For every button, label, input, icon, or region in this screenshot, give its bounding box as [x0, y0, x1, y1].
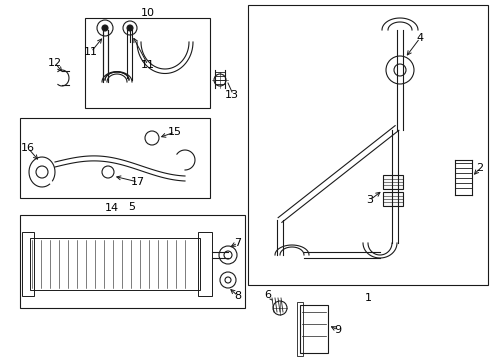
Bar: [22, 232, 34, 296]
Text: 12: 12: [48, 58, 62, 68]
Text: 11: 11: [84, 47, 98, 57]
Text: 13: 13: [225, 90, 239, 100]
Bar: [383, 192, 403, 206]
Bar: [300, 305, 328, 353]
Text: 11: 11: [141, 60, 155, 70]
Text: 5: 5: [128, 202, 136, 212]
Bar: [198, 232, 212, 296]
Text: 17: 17: [131, 177, 145, 187]
Bar: [20, 215, 245, 308]
Bar: [20, 118, 210, 198]
Bar: [383, 175, 403, 189]
Text: 6: 6: [265, 290, 271, 300]
Bar: [297, 302, 303, 356]
Circle shape: [127, 25, 133, 31]
Text: 16: 16: [21, 143, 35, 153]
Text: 8: 8: [234, 291, 242, 301]
Text: 9: 9: [335, 325, 342, 335]
Text: 7: 7: [234, 238, 242, 248]
Text: 2: 2: [476, 163, 484, 173]
Text: 4: 4: [416, 33, 423, 43]
Text: 1: 1: [365, 293, 371, 303]
Bar: [85, 18, 210, 108]
Text: 10: 10: [141, 8, 155, 18]
Text: 15: 15: [168, 127, 182, 137]
Bar: [248, 5, 488, 285]
Text: 3: 3: [367, 195, 373, 205]
Bar: [30, 238, 200, 290]
Circle shape: [102, 25, 108, 31]
Text: 14: 14: [105, 203, 119, 213]
